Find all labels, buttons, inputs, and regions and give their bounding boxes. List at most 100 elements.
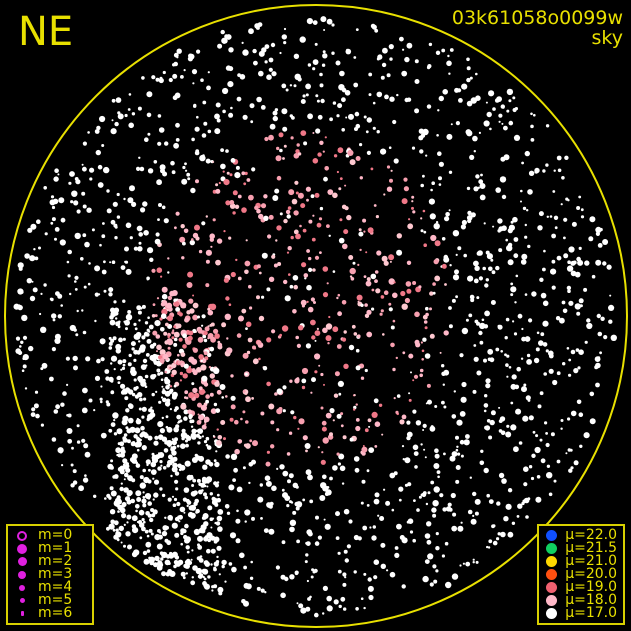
star-marker	[326, 18, 333, 25]
star-marker	[474, 498, 481, 505]
star-marker	[469, 154, 475, 160]
star-marker	[336, 344, 342, 349]
star-marker	[466, 215, 473, 221]
star-marker	[112, 475, 116, 479]
star-marker	[99, 115, 106, 123]
star-marker	[373, 559, 380, 565]
star-marker	[29, 295, 36, 302]
star-marker	[319, 206, 324, 211]
star-marker	[121, 502, 127, 507]
star-marker	[152, 374, 157, 378]
star-marker	[451, 573, 459, 580]
star-marker	[554, 226, 558, 230]
star-marker	[205, 476, 213, 483]
star-marker	[117, 113, 124, 120]
star-marker	[18, 304, 21, 307]
star-marker	[127, 108, 131, 111]
star-marker	[399, 36, 404, 42]
star-marker	[545, 442, 550, 448]
star-marker	[526, 359, 532, 365]
star-marker	[608, 304, 615, 311]
star-marker	[530, 124, 534, 129]
star-marker	[276, 467, 279, 470]
star-marker	[156, 267, 163, 274]
star-marker	[153, 440, 159, 446]
star-marker	[41, 362, 48, 369]
star-marker	[348, 255, 354, 260]
star-marker	[136, 166, 141, 171]
star-marker	[27, 227, 33, 233]
star-marker	[446, 133, 453, 140]
star-marker	[103, 289, 107, 293]
star-marker	[523, 482, 528, 487]
star-marker	[584, 260, 590, 266]
star-marker	[457, 246, 462, 251]
star-marker	[438, 176, 442, 181]
star-marker	[331, 23, 335, 27]
star-marker	[522, 206, 527, 211]
star-marker	[543, 249, 546, 253]
star-marker	[362, 445, 365, 447]
star-marker	[466, 100, 473, 107]
star-marker	[488, 435, 493, 440]
star-marker	[209, 537, 212, 541]
star-marker	[206, 548, 211, 554]
star-marker	[411, 146, 416, 150]
star-marker	[162, 353, 169, 360]
star-marker	[113, 520, 119, 526]
star-marker	[190, 476, 194, 480]
star-marker	[131, 392, 136, 397]
star-marker	[110, 362, 113, 365]
star-marker	[162, 466, 167, 470]
star-marker	[94, 292, 99, 297]
star-marker	[521, 336, 526, 342]
star-marker	[511, 320, 515, 323]
star-marker	[214, 113, 220, 120]
star-marker	[35, 413, 40, 419]
star-marker	[190, 558, 193, 561]
star-marker	[295, 506, 300, 511]
star-marker	[542, 267, 546, 272]
star-marker	[523, 466, 529, 473]
star-marker	[112, 201, 118, 207]
star-marker	[295, 149, 300, 154]
star-marker	[283, 41, 287, 45]
star-marker	[486, 111, 492, 118]
star-marker	[423, 243, 428, 247]
star-marker	[66, 260, 70, 264]
star-marker	[229, 200, 235, 205]
star-marker	[500, 430, 506, 436]
star-marker	[62, 391, 67, 396]
star-marker	[160, 313, 167, 320]
star-marker	[489, 357, 495, 363]
star-marker	[286, 251, 290, 254]
star-marker	[248, 284, 252, 289]
star-marker	[69, 171, 75, 177]
star-marker	[317, 152, 322, 157]
star-marker	[513, 253, 519, 259]
star-marker	[466, 77, 471, 83]
star-marker	[483, 467, 489, 474]
star-marker	[175, 122, 180, 128]
star-marker	[201, 489, 204, 492]
star-marker	[446, 60, 452, 67]
color-swatch-icon	[545, 556, 557, 567]
star-marker	[264, 136, 269, 142]
star-marker	[228, 112, 234, 118]
star-marker	[239, 74, 246, 80]
star-marker	[287, 246, 292, 251]
star-marker	[423, 448, 426, 451]
star-marker	[215, 450, 218, 453]
star-marker	[542, 169, 546, 173]
star-marker	[549, 215, 553, 218]
star-marker	[319, 495, 326, 501]
star-marker	[52, 318, 56, 322]
star-marker	[204, 561, 210, 567]
star-marker	[146, 463, 149, 467]
star-marker	[176, 501, 181, 507]
star-marker	[224, 34, 229, 39]
star-marker	[13, 303, 20, 310]
star-marker	[300, 130, 307, 137]
star-marker	[381, 433, 384, 436]
star-marker	[521, 501, 525, 506]
